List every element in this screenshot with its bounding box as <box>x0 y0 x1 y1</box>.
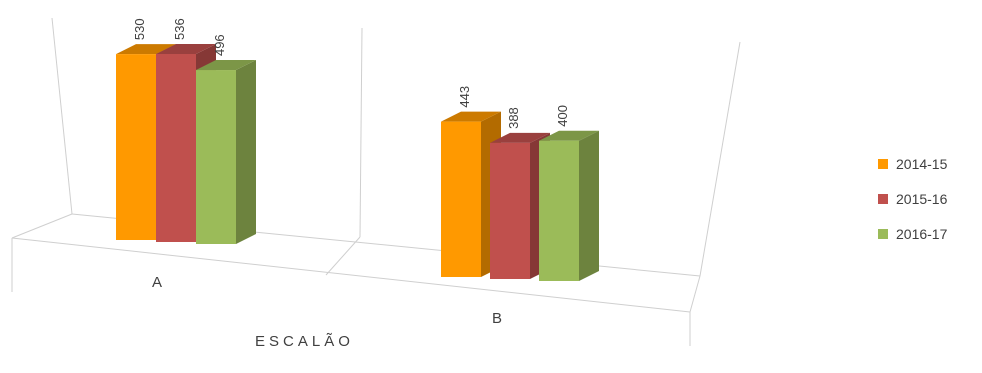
value-label-2016-17-a: 496 <box>212 34 227 56</box>
legend-label-2015-16: 2015-16 <box>896 190 948 207</box>
legend-swatch-2016-17 <box>878 228 888 239</box>
bars-group <box>116 44 599 281</box>
bar-front-2016-17-a <box>196 70 236 245</box>
x-axis-title: ESCALÃO <box>255 333 354 350</box>
bar-side-2016-17-a <box>236 60 256 245</box>
value-label-2015-16-b: 388 <box>506 107 521 129</box>
legend-item-2016-17: 2016-17 <box>878 216 947 251</box>
legend-label-2014-15: 2014-15 <box>896 155 948 172</box>
legend-item-2014-15: 2014-15 <box>878 146 947 181</box>
bar-top-2016-17-a <box>196 60 256 71</box>
bar-2016-17-a <box>196 60 256 245</box>
bar-front-2014-15-a <box>116 54 156 240</box>
bar-side-2016-17-b <box>579 130 599 281</box>
value-labels-group: 530 536 496 443 388 400 <box>132 18 570 129</box>
legend-item-2015-16: 2015-16 <box>878 181 947 216</box>
bar-front-2014-15-b <box>441 121 481 277</box>
value-label-2014-15-a: 530 <box>132 18 147 40</box>
bar-front-2016-17-b <box>539 140 579 281</box>
legend-label-2016-17: 2016-17 <box>896 225 948 242</box>
bar-front-2015-16-a <box>156 54 196 242</box>
value-label-2015-16-a: 536 <box>172 18 187 40</box>
bar-top-2014-15-b <box>441 111 501 122</box>
bar-top-2015-16-a <box>156 44 216 54</box>
legend: 2014-15 2015-16 2016-17 <box>878 146 947 251</box>
value-label-2016-17-b: 400 <box>555 105 570 127</box>
legend-swatch-2014-15 <box>878 158 888 169</box>
bar-top-2016-17-b <box>539 130 599 141</box>
category-label-a: A <box>152 274 162 291</box>
category-label-b: B <box>492 310 502 327</box>
bar-top-2015-16-b <box>490 132 550 143</box>
value-label-2014-15-b: 443 <box>457 86 472 108</box>
legend-swatch-2015-16 <box>878 193 888 204</box>
bar-front-2015-16-b <box>490 142 530 279</box>
bar-2016-17-b <box>539 130 599 281</box>
